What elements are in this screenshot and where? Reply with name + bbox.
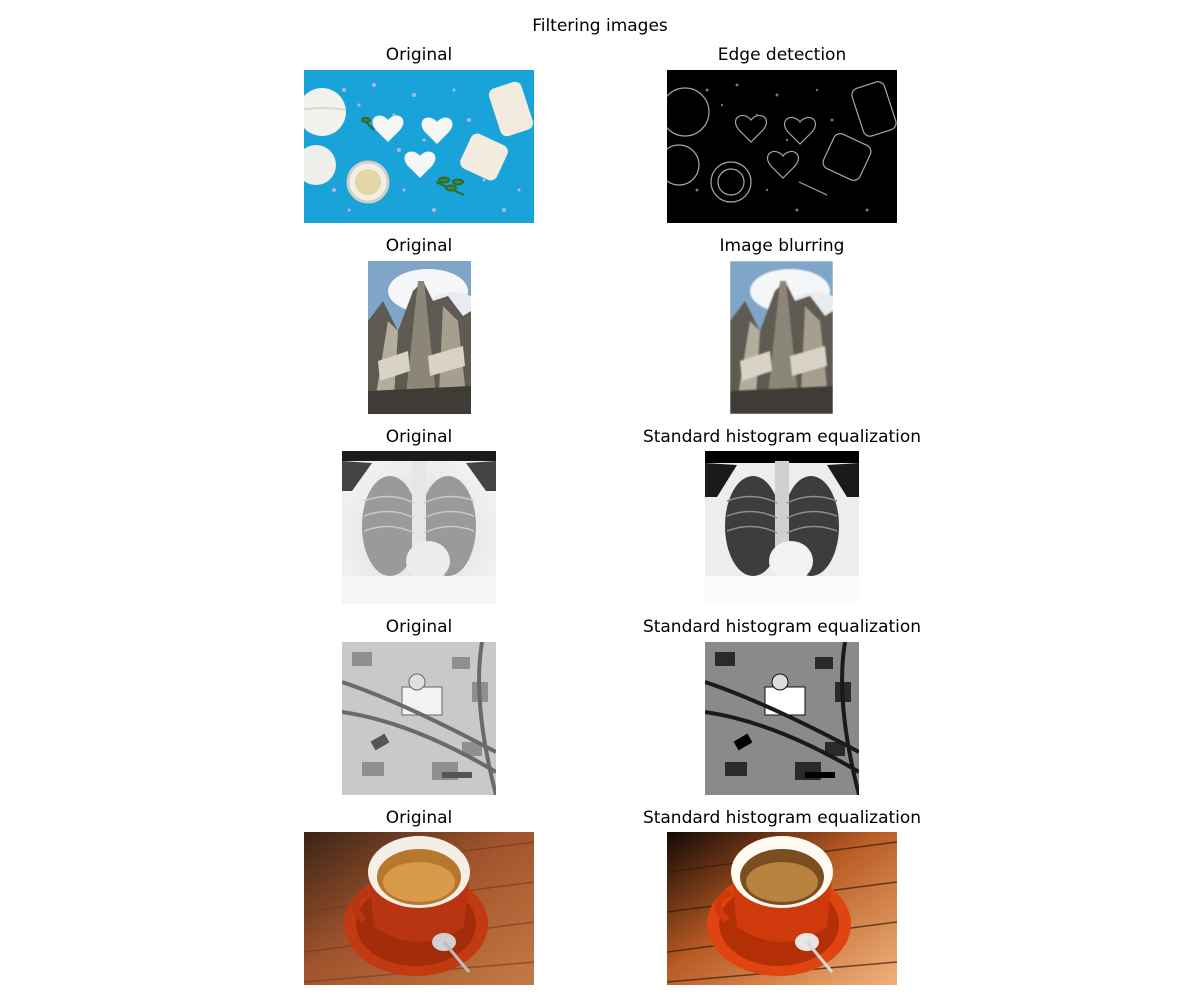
row3-left-title: Original xyxy=(385,427,453,447)
soap-bath-salts-image xyxy=(304,70,534,223)
espresso-cup-equalized-image xyxy=(667,832,897,985)
row2-right-title: Image blurring xyxy=(719,236,845,256)
chest-xray-image xyxy=(342,451,496,604)
building-spires-blurred-image xyxy=(730,261,833,414)
row2-left-title: Original xyxy=(385,236,453,256)
espresso-cup-image xyxy=(304,832,534,985)
soap-edge-detection-image xyxy=(667,70,897,223)
aerial-city-image xyxy=(342,642,496,795)
row5-right-title: Standard histogram equalization xyxy=(642,808,922,828)
row4-left-title: Original xyxy=(385,617,453,637)
row5-left-title: Original xyxy=(385,808,453,828)
chest-xray-equalized-image xyxy=(705,451,859,604)
row3-right-title: Standard histogram equalization xyxy=(642,427,922,447)
row1-right-title: Edge detection xyxy=(717,45,847,65)
aerial-city-equalized-image xyxy=(705,642,859,795)
row4-right-title: Standard histogram equalization xyxy=(642,617,922,637)
figure-title: Filtering images xyxy=(532,16,668,36)
building-spires-image xyxy=(368,261,471,414)
row1-left-title: Original xyxy=(385,45,453,65)
